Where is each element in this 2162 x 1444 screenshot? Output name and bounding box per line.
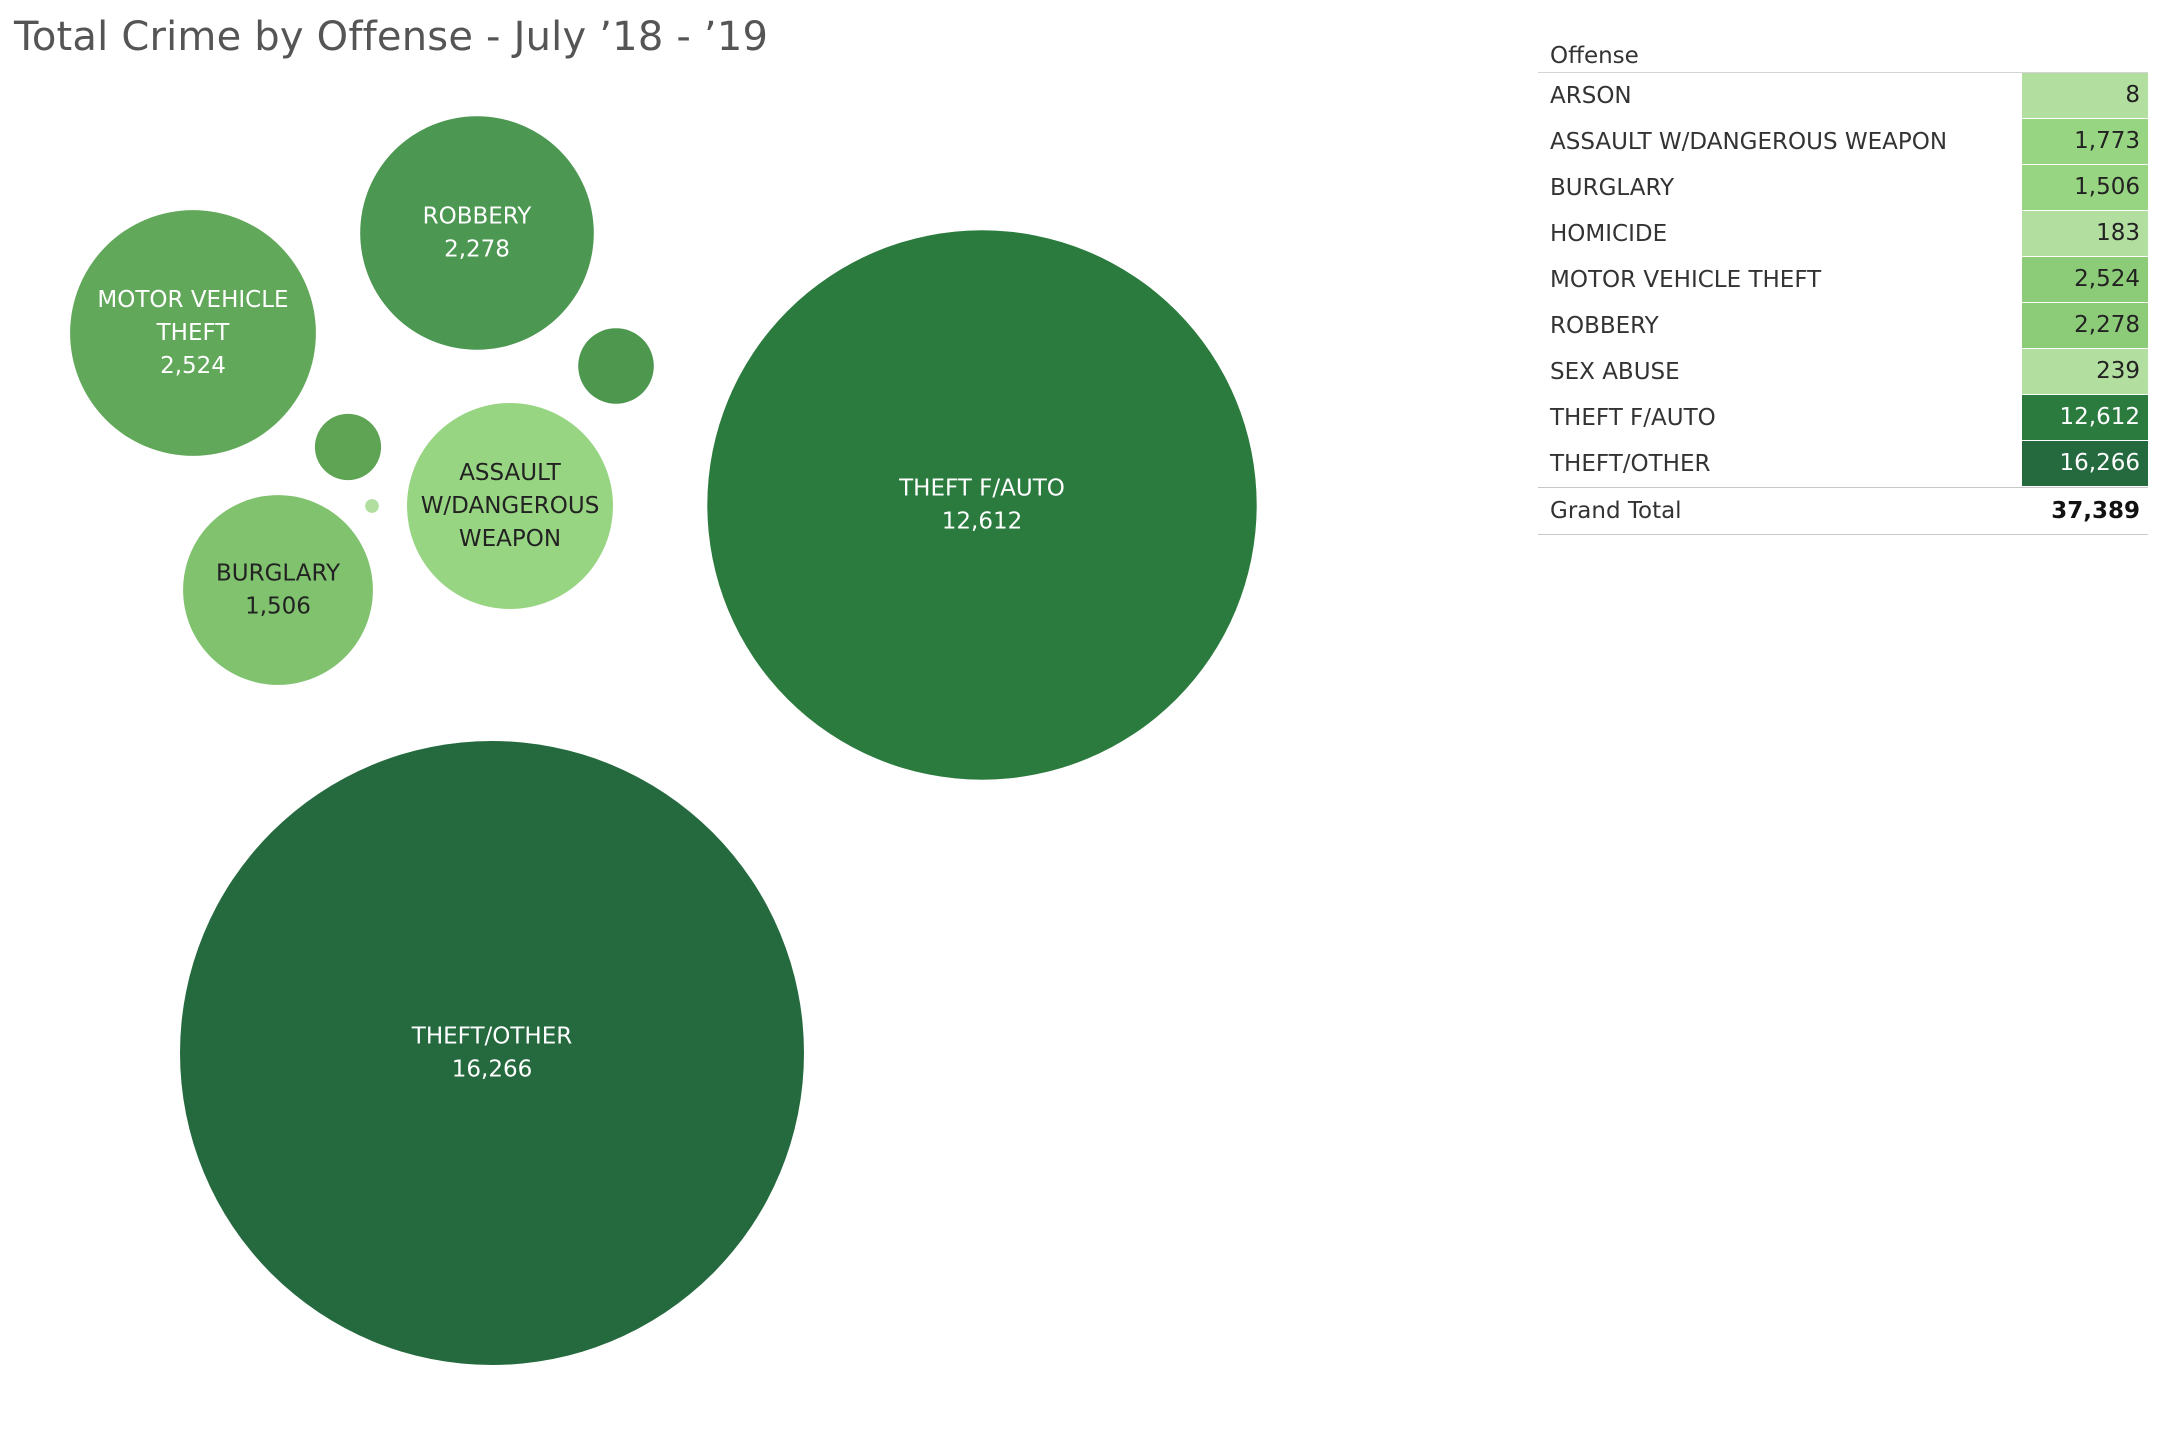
bubble-robbery bbox=[360, 116, 594, 350]
row-value-cell: 2,278 bbox=[2022, 303, 2148, 348]
bubble-arson bbox=[365, 499, 379, 513]
offense-table: Offense ARSON 8 ASSAULT W/DANGEROUS WEAP… bbox=[1538, 38, 2148, 535]
bubble-category-label: THEFT F/AUTO bbox=[898, 476, 1065, 502]
row-value-cell: 183 bbox=[2022, 211, 2148, 256]
bubble-category-label: WEAPON bbox=[459, 526, 561, 552]
table-row: THEFT F/AUTO 12,612 bbox=[1538, 395, 2148, 441]
table-row: HOMICIDE 183 bbox=[1538, 211, 2148, 257]
bubble-homicide bbox=[314, 413, 382, 481]
bubble-theft-other bbox=[180, 741, 804, 1365]
row-offense-label: HOMICIDE bbox=[1550, 221, 1668, 247]
bubble-category-label: ROBBERY bbox=[423, 204, 533, 230]
table-row: SEX ABUSE 239 bbox=[1538, 349, 2148, 395]
bubble-value-label: 16,266 bbox=[452, 1057, 532, 1083]
table-row: ROBBERY 2,278 bbox=[1538, 303, 2148, 349]
bubble-category-label: W/DANGEROUS bbox=[421, 493, 600, 519]
bubble-theft-f-auto bbox=[707, 230, 1257, 780]
table-header: Offense bbox=[1538, 38, 2148, 73]
grand-total-value: 37,389 bbox=[2051, 498, 2140, 524]
row-value-cell: 1,506 bbox=[2022, 165, 2148, 210]
row-offense-label: THEFT/OTHER bbox=[1550, 451, 1711, 477]
bubble-category-label: BURGLARY bbox=[216, 561, 341, 587]
bubble-value-label: 2,278 bbox=[444, 237, 510, 263]
table-row: ASSAULT W/DANGEROUS WEAPON 1,773 bbox=[1538, 119, 2148, 165]
row-offense-label: THEFT F/AUTO bbox=[1550, 405, 1716, 431]
bubble-category-label: ASSAULT bbox=[459, 460, 562, 486]
bubble-category-label: THEFT bbox=[156, 320, 231, 346]
row-offense-label: SEX ABUSE bbox=[1550, 359, 1680, 385]
bubble-value-label: 12,612 bbox=[942, 509, 1022, 535]
table-row: THEFT/OTHER 16,266 bbox=[1538, 441, 2148, 487]
table-row: BURGLARY 1,506 bbox=[1538, 165, 2148, 211]
row-value-cell: 239 bbox=[2022, 349, 2148, 394]
row-offense-label: ASSAULT W/DANGEROUS WEAPON bbox=[1550, 129, 1948, 155]
table-row: MOTOR VEHICLE THEFT 2,524 bbox=[1538, 257, 2148, 303]
bubble-assault-w-dangerous-weapon bbox=[407, 403, 613, 609]
row-value-cell: 16,266 bbox=[2022, 441, 2148, 486]
row-offense-label: ROBBERY bbox=[1550, 313, 1659, 339]
row-value-cell: 1,773 bbox=[2022, 119, 2148, 164]
table-header-offense: Offense bbox=[1550, 43, 1639, 69]
bubble-value-label: 2,524 bbox=[160, 353, 226, 379]
bubble-burglary bbox=[183, 495, 373, 685]
chart-title: Total Crime by Offense - July ’18 - ’19 bbox=[14, 14, 769, 60]
bubble-chart: ASSAULT W/DANGEROUS WEAPON BURGLARY 1,506 MOT… bbox=[70, 116, 1257, 1365]
bubble-motor-vehicle-theft bbox=[70, 210, 316, 456]
grand-total-label: Grand Total bbox=[1550, 498, 1682, 524]
bubble-value-label: 1,506 bbox=[245, 594, 311, 620]
row-value-cell: 2,524 bbox=[2022, 257, 2148, 302]
row-value-cell: 12,612 bbox=[2022, 395, 2148, 440]
table-rows: ARSON 8 ASSAULT W/DANGEROUS WEAPON 1,773… bbox=[1538, 73, 2148, 487]
bubble-category-label: THEFT/OTHER bbox=[411, 1024, 572, 1050]
table-row: ARSON 8 bbox=[1538, 73, 2148, 119]
bubble-sex-abuse bbox=[578, 328, 654, 404]
row-offense-label: MOTOR VEHICLE THEFT bbox=[1550, 267, 1822, 293]
row-value-cell: 8 bbox=[2022, 73, 2148, 118]
row-offense-label: ARSON bbox=[1550, 83, 1632, 109]
grand-total-row: Grand Total 37,389 bbox=[1538, 487, 2148, 535]
bubble-category-label: MOTOR VEHICLE bbox=[97, 287, 288, 313]
row-offense-label: BURGLARY bbox=[1550, 175, 1675, 201]
